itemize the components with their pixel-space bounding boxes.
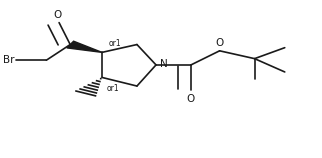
Text: O: O — [187, 94, 195, 104]
Text: Br: Br — [3, 55, 14, 65]
Polygon shape — [67, 41, 102, 52]
Text: O: O — [215, 38, 224, 49]
Text: N: N — [160, 59, 167, 69]
Text: O: O — [53, 10, 62, 20]
Text: or1: or1 — [107, 84, 119, 93]
Text: or1: or1 — [108, 40, 121, 49]
